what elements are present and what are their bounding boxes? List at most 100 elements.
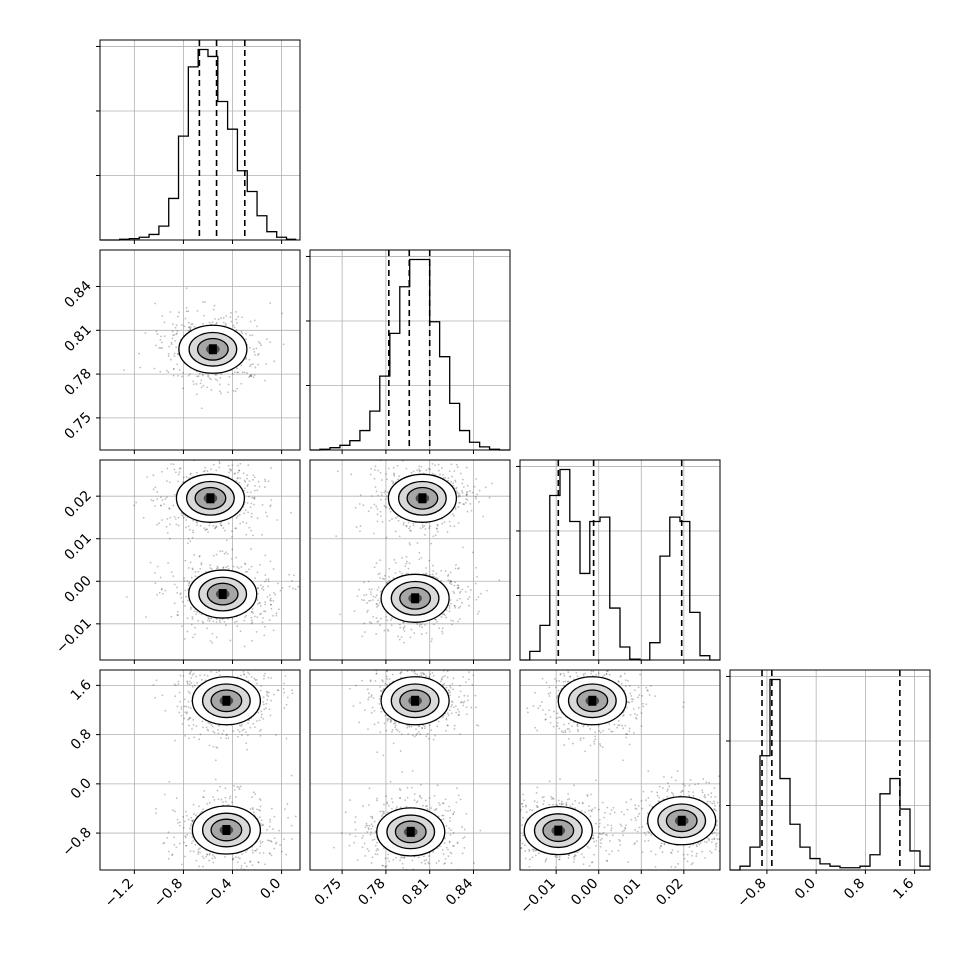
scatter-point <box>191 820 194 823</box>
scatter-point <box>229 316 232 318</box>
scatter-point <box>251 621 254 624</box>
scatter-point <box>457 714 460 716</box>
contour-line <box>191 676 262 726</box>
scatter-point <box>274 842 277 845</box>
scatter-point <box>162 842 165 845</box>
scatter-point <box>431 573 434 576</box>
scatter-point <box>386 678 388 680</box>
scatter-point <box>434 576 437 579</box>
scatter-point <box>399 672 402 675</box>
scatter-point <box>418 551 421 554</box>
scatter-point <box>231 548 234 551</box>
scatter-point <box>123 369 126 371</box>
scatter-point <box>369 591 372 593</box>
scatter-point <box>375 505 378 508</box>
scatter-point <box>454 479 457 482</box>
scatter-point <box>183 717 186 720</box>
scatter-point <box>201 373 204 376</box>
scatter-point <box>348 833 351 836</box>
scatter-point <box>448 604 451 607</box>
scatter-point <box>370 695 373 698</box>
scatter-point <box>421 672 424 674</box>
scatter-point <box>462 701 465 704</box>
scatter-point <box>448 827 451 830</box>
scatter-point <box>173 602 176 605</box>
scatter-point <box>358 503 361 505</box>
panel-frame <box>99 669 301 871</box>
scatter-point <box>477 724 480 727</box>
scatter-point <box>449 691 452 694</box>
scatter-point <box>247 511 250 514</box>
scatter-point <box>403 856 406 859</box>
scatter-point <box>243 371 246 374</box>
scatter-point <box>430 807 432 809</box>
scatter-point <box>379 590 382 593</box>
scatter-point <box>254 484 256 487</box>
scatter-point <box>449 571 452 574</box>
scatter-point <box>307 669 309 671</box>
scatter-point <box>253 374 256 376</box>
scatter-point <box>488 496 491 499</box>
scatter-point <box>261 587 263 590</box>
scatter-point <box>243 489 246 492</box>
scatter-point <box>185 712 188 715</box>
scatter-point <box>181 514 183 517</box>
scatter-point <box>637 686 640 689</box>
scatter-point <box>235 311 237 313</box>
scatter-point <box>400 856 402 859</box>
scatter-point <box>233 473 236 475</box>
scatter-point <box>378 702 381 705</box>
scatter-point <box>453 584 456 587</box>
scatter-point <box>398 623 401 626</box>
scatter-point <box>442 814 445 817</box>
scatter-point <box>243 479 246 482</box>
scatter-point <box>255 678 258 681</box>
scatter-point <box>220 524 223 527</box>
scatter-point <box>250 374 253 377</box>
scatter-point <box>405 871 407 873</box>
scatter-point <box>250 619 253 622</box>
scatter-point <box>267 676 270 679</box>
scatter-point <box>458 696 460 698</box>
scatter-point <box>354 815 357 818</box>
scatter-point <box>448 841 451 844</box>
scatter-point <box>252 791 255 794</box>
scatter-point <box>354 828 357 831</box>
scatter-point <box>183 580 186 582</box>
scatter-point <box>174 739 176 742</box>
scatter-point <box>208 744 211 747</box>
scatter-point <box>222 527 225 529</box>
scatter-point <box>163 842 166 844</box>
scatter-point <box>418 625 421 628</box>
scatter-point <box>224 796 227 799</box>
scatter-point <box>235 480 238 482</box>
scatter-point <box>432 623 435 626</box>
scatter-point <box>393 665 395 667</box>
scatter-point <box>257 363 259 366</box>
scatter-point <box>245 522 248 525</box>
scatter-point <box>246 474 248 476</box>
scatter-point <box>459 605 461 608</box>
scatter-point <box>251 796 253 799</box>
scatter-point <box>179 593 182 596</box>
scatter-point <box>195 425 197 427</box>
scatter-point <box>189 670 192 673</box>
scatter-point <box>234 651 236 653</box>
scatter-point <box>180 708 183 710</box>
scatter-point <box>386 719 389 722</box>
scatter-point <box>167 371 170 374</box>
scatter-point <box>465 494 468 497</box>
scatter-point <box>207 721 210 724</box>
scatter-point <box>195 613 197 616</box>
scatter-point <box>575 671 578 674</box>
scatter-point <box>484 486 487 489</box>
scatter-point <box>442 818 445 821</box>
scatter-point <box>455 564 457 566</box>
scatter-point <box>405 562 408 565</box>
scatter-point <box>256 848 259 851</box>
scatter-point <box>413 793 416 795</box>
scatter-point <box>217 729 219 731</box>
scatter-point <box>452 813 455 816</box>
scatter-point <box>185 705 188 708</box>
scatter-point <box>279 844 282 847</box>
